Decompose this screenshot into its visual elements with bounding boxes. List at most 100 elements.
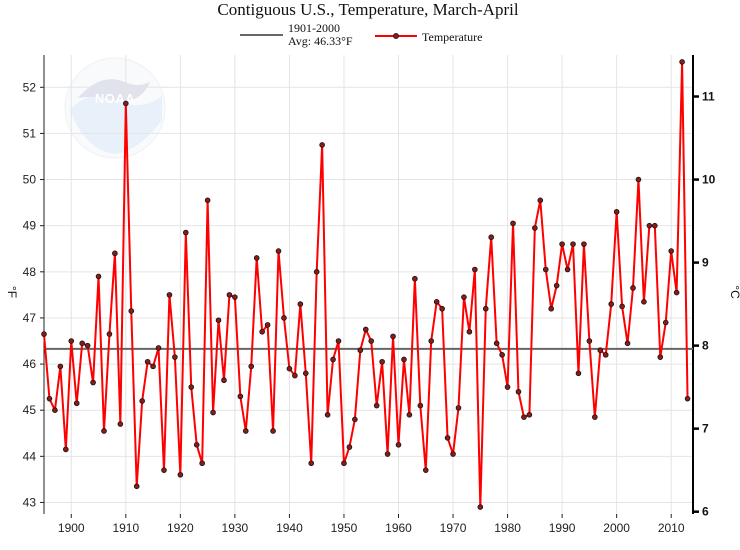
temperature-point-2009 — [662, 319, 669, 326]
temperature-point-1979 — [499, 352, 505, 358]
temperature-point-1897 — [52, 407, 58, 414]
temperature-point-1939 — [281, 315, 287, 321]
temperature-point-1906 — [101, 428, 107, 434]
temperature-point-2012 — [679, 59, 685, 65]
temperature-point-1951 — [346, 444, 353, 450]
temperature-point-1918 — [166, 292, 173, 298]
svg-text:NOAA: NOAA — [95, 91, 135, 106]
temperature-point-1967 — [433, 298, 440, 305]
temperature-point-1907 — [106, 331, 113, 337]
temperature-point-1965 — [422, 467, 429, 473]
temperature-point-1924 — [199, 460, 205, 467]
y-tick-label-right-11: 11 — [702, 90, 715, 104]
temperature-point-1972 — [461, 294, 467, 300]
temperature-point-1990 — [559, 241, 565, 247]
temperature-point-1905 — [95, 273, 102, 280]
temperature-point-1991 — [564, 266, 571, 273]
temperature-point-1999 — [608, 301, 614, 307]
x-tick-label-2000: 2000 — [603, 521, 630, 535]
temperature-point-1985 — [532, 225, 538, 231]
y-tick-label-left-44: 44 — [23, 449, 37, 463]
y-tick-label-left-43: 43 — [23, 495, 37, 509]
temperature-point-1966 — [428, 338, 435, 344]
temperature-point-1964 — [417, 402, 424, 409]
left-axis-unit: °F — [5, 286, 19, 298]
temperature-point-1963 — [412, 275, 418, 282]
temperature-point-1952 — [352, 416, 358, 423]
temperature-point-1982 — [515, 388, 522, 395]
temperature-point-1926 — [210, 409, 216, 416]
temperature-point-1900 — [68, 338, 75, 344]
temperature-point-1929 — [226, 292, 233, 298]
temperature-point-1913 — [139, 398, 145, 404]
y-tick-label-left-52: 52 — [23, 80, 37, 94]
temperature-point-1980 — [504, 384, 511, 390]
chart-title: Contiguous U.S., Temperature, March-Apri… — [217, 0, 518, 19]
temperature-point-1902 — [79, 340, 85, 347]
temperature-point-1946 — [319, 142, 325, 148]
x-tick-label-2010: 2010 — [658, 521, 685, 535]
temperature-point-1989 — [553, 282, 560, 289]
temperature-point-1942 — [297, 301, 304, 307]
temperature-point-1927 — [215, 317, 222, 324]
temperature-point-1970 — [450, 451, 456, 457]
temperature-point-1949 — [335, 338, 342, 344]
temperature-point-1941 — [292, 372, 298, 379]
temperature-point-1950 — [341, 460, 347, 467]
temperature-point-1932 — [242, 428, 249, 434]
x-tick-label-1970: 1970 — [440, 521, 467, 535]
temperature-point-1912 — [133, 483, 140, 490]
x-tick-label-1990: 1990 — [549, 521, 576, 535]
temperature-point-1998 — [602, 352, 609, 358]
y-tick-label-right-8: 8 — [702, 339, 709, 353]
temperature-point-1997 — [597, 347, 604, 354]
temperature-point-2010 — [668, 248, 674, 254]
temperature-point-1904 — [90, 379, 96, 386]
y-tick-label-left-47: 47 — [23, 311, 37, 325]
right-axis-unit: °C — [728, 285, 740, 299]
temperature-point-1916 — [155, 345, 162, 351]
temperature-point-1986 — [537, 197, 544, 204]
y-tick-label-right-6: 6 — [702, 505, 709, 519]
temperature-point-1925 — [204, 197, 211, 204]
legend-temperature-label: Temperature — [422, 30, 482, 44]
temperature-point-1919 — [172, 354, 178, 360]
temperature-point-1936 — [264, 322, 271, 328]
temperature-point-1908 — [112, 250, 118, 257]
temperature-point-1934 — [253, 255, 260, 261]
x-tick-label-1930: 1930 — [222, 521, 249, 535]
temperature-series — [41, 59, 691, 510]
temperature-point-1968 — [439, 305, 445, 312]
temperature-point-2002 — [624, 340, 631, 347]
temperature-point-1993 — [575, 370, 582, 377]
temperature-point-1956 — [373, 402, 380, 409]
temperature-point-1898 — [57, 363, 64, 370]
temperature-point-2006 — [646, 222, 653, 229]
legend-temperature-marker — [392, 33, 399, 40]
y-tick-label-left-51: 51 — [23, 126, 37, 140]
temperature-point-1943 — [302, 370, 309, 377]
temperature-point-1917 — [161, 467, 167, 473]
temperature-point-1959 — [390, 333, 396, 340]
temperature-point-1988 — [548, 305, 555, 312]
noaa-logo: NOAA — [64, 57, 166, 159]
y-tick-label-right-7: 7 — [702, 422, 709, 436]
temperature-point-2008 — [657, 354, 664, 360]
temperature-point-2000 — [613, 209, 620, 215]
temperature-point-1948 — [330, 356, 336, 363]
temperature-point-1981 — [510, 220, 516, 227]
x-tick-label-1910: 1910 — [112, 521, 139, 535]
temperature-point-1930 — [232, 294, 238, 300]
temperature-point-1938 — [275, 248, 282, 254]
temperature-point-1969 — [444, 435, 451, 441]
temperature-point-1945 — [313, 269, 320, 275]
temperature-point-1976 — [482, 305, 489, 312]
legend: 1901-2000 Avg: 46.33°F Temperature — [240, 21, 482, 48]
temperature-point-1944 — [308, 460, 315, 467]
temperature-point-1923 — [193, 442, 200, 448]
y-tick-label-left-48: 48 — [23, 265, 37, 279]
x-tick-label-1950: 1950 — [331, 521, 358, 535]
temperature-point-1971 — [455, 405, 462, 411]
temperature-point-1911 — [128, 308, 135, 314]
